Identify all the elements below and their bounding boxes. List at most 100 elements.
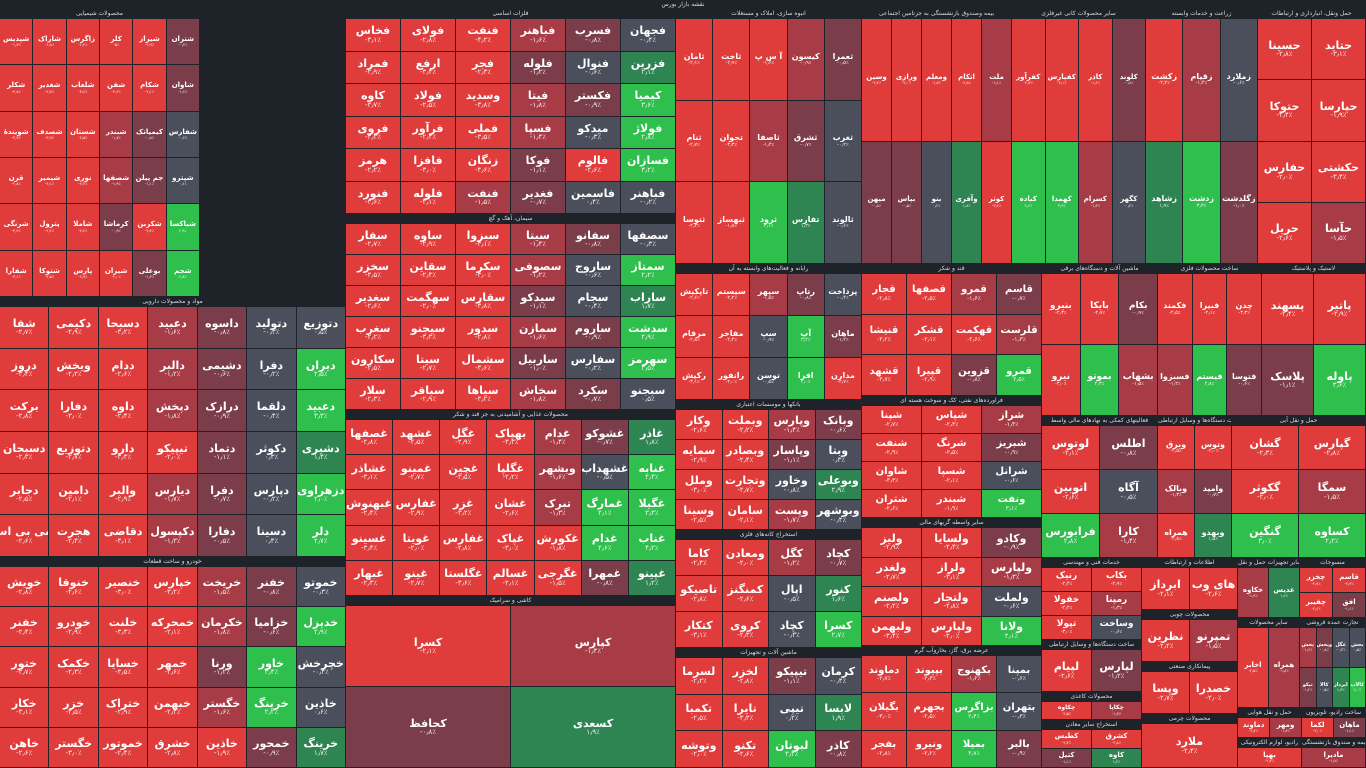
- stock-tile[interactable]: فرابورس ۲٫۸٪: [1042, 514, 1099, 557]
- stock-tile[interactable]: کسرام -۱٫۳٪: [1079, 141, 1112, 263]
- stock-tile[interactable]: فمراد -۲٫۹٪: [346, 51, 400, 83]
- stock-tile[interactable]: فافزا -۳٫۰٪: [401, 149, 455, 181]
- stock-tile[interactable]: سمگا -۱٫۵٪: [1299, 470, 1365, 513]
- stock-tile[interactable]: شفا -۲٫۷٪: [0, 307, 49, 348]
- stock-tile[interactable]: زقیام -۱٫۴٪: [1183, 19, 1220, 141]
- stock-tile[interactable]: شتران -۲٫۶٪: [862, 490, 921, 517]
- stock-tile[interactable]: کهمدا ۳٫۹٪: [1045, 141, 1078, 263]
- stock-tile[interactable]: ویخش -۲٫۲٪: [49, 348, 98, 390]
- stock-tile[interactable]: شفارس -۰٫۲٪: [166, 111, 199, 157]
- stock-tile[interactable]: توسن -۰٫۵٪: [750, 358, 787, 399]
- stock-tile[interactable]: قهکمت -۲٫۶٪: [952, 314, 996, 355]
- stock-tile[interactable]: کرماشا -۰٫۹٪: [99, 204, 133, 250]
- stock-tile[interactable]: سی بی اس-۲٫۶٪: [0, 515, 49, 556]
- stock-tile[interactable]: بپاس -۰٫۵٪: [892, 141, 921, 263]
- stock-tile[interactable]: ومعادن -۲٫۰٪: [722, 540, 768, 575]
- stock-tile[interactable]: وبشهر -۱٫۶٪: [534, 455, 581, 490]
- stock-tile[interactable]: وکادو -۰٫۹٪: [982, 528, 1041, 557]
- stock-tile[interactable]: غصفها -۲٫۸٪: [346, 420, 393, 455]
- stock-tile[interactable]: اپال -۰٫۵٪: [769, 576, 815, 611]
- stock-tile[interactable]: خاذین ۰٫۶٪: [296, 687, 345, 727]
- stock-tile[interactable]: ساراب ۱٫۷٪: [621, 286, 675, 316]
- stock-tile[interactable]: بگیلان -۳٫۰٪: [862, 693, 906, 730]
- stock-tile[interactable]: شبندر -۱٫۷٪: [99, 111, 133, 157]
- stock-tile[interactable]: ولیز -۲٫۹٪: [862, 528, 921, 557]
- stock-tile[interactable]: شاراک -۱٫۸٪: [33, 19, 66, 65]
- stock-tile[interactable]: ولتجار -۲٫۸٪: [922, 587, 981, 616]
- stock-tile[interactable]: تاصیکو -۲٫۸٪: [676, 576, 722, 611]
- stock-tile[interactable]: سخزر -۳٫۵٪: [346, 255, 400, 285]
- stock-tile[interactable]: بوعلی -۱٫۳٪: [133, 250, 166, 296]
- stock-tile[interactable]: همراه -۱٫۸٪: [1269, 628, 1299, 707]
- stock-tile[interactable]: دسبحا -۳٫۲٪: [98, 307, 148, 348]
- stock-tile[interactable]: تمپرنو -۱٫۵٪: [1190, 620, 1237, 661]
- stock-tile[interactable]: غمارگ ۲٫۱٪: [581, 490, 628, 525]
- stock-tile[interactable]: های وب -۲٫۶٪: [1190, 568, 1237, 609]
- stock-tile[interactable]: فلوله -۱٫۲٪: [511, 51, 565, 83]
- stock-tile[interactable]: فخاس -۳٫۱٪: [346, 19, 400, 51]
- stock-tile[interactable]: دکیمی -۲٫۹٪: [49, 307, 98, 348]
- stock-tile[interactable]: خویش -۲٫۸٪: [0, 567, 49, 607]
- stock-tile[interactable]: شیراز -۲٫۹٪: [133, 19, 166, 65]
- stock-tile[interactable]: دیارس -۱٫۷٪: [148, 473, 197, 515]
- stock-tile[interactable]: خزر -۲٫۵٪: [49, 687, 98, 727]
- stock-tile[interactable]: کفپارس -۲٫۱٪: [1045, 19, 1078, 141]
- stock-tile[interactable]: تیپیکو -۲٫۰٪: [148, 432, 197, 473]
- stock-tile[interactable]: لسرما -۲٫۲٪: [676, 658, 722, 694]
- stock-tile[interactable]: مادیرا -۱٫۸٪: [1302, 748, 1365, 767]
- stock-tile[interactable]: بکهنوج -۱٫۲٪: [952, 656, 996, 693]
- stock-tile[interactable]: نوری -۲٫۳٪: [66, 157, 99, 204]
- stock-tile[interactable]: وکار -۲٫۶٪: [676, 410, 722, 439]
- stock-tile[interactable]: دماوند -۲٫۷٪: [862, 656, 906, 693]
- stock-tile[interactable]: کباده ۲٫۶٪: [1012, 141, 1045, 263]
- stock-tile[interactable]: غناب ۴٫۲٪: [628, 525, 675, 560]
- stock-tile[interactable]: دلر ۲٫۷٪: [296, 515, 345, 556]
- stock-tile[interactable]: ثتوسا -۲٫۳٪: [676, 182, 713, 263]
- stock-tile[interactable]: شصفها -۱٫۹٪: [99, 157, 133, 204]
- stock-tile[interactable]: بزاگرس ۲٫۴٪: [952, 693, 996, 730]
- stock-tile[interactable]: وبوشهر -۰٫۴٪: [815, 500, 861, 529]
- stock-tile[interactable]: زنگان -۴٫۶٪: [456, 149, 510, 181]
- stock-tile[interactable]: وبصادر -۲٫۴٪: [722, 440, 768, 469]
- stock-tile[interactable]: وساخت -۰٫۶٪: [1092, 616, 1141, 639]
- stock-tile[interactable]: ثاخت -۲٫۹٪: [713, 19, 750, 100]
- stock-tile[interactable]: افرا ۴٫۰٪: [787, 358, 824, 399]
- stock-tile[interactable]: سیستم -۲٫۲٪: [713, 274, 750, 315]
- stock-tile[interactable]: غاذر ۱٫۸٪: [628, 420, 675, 455]
- stock-tile[interactable]: آگاه -۰٫۵٪: [1100, 470, 1157, 513]
- stock-tile[interactable]: قپیرا -۲٫۹٪: [907, 355, 951, 395]
- stock-tile[interactable]: پسهند -۲٫۴٪: [1262, 274, 1313, 344]
- stock-tile[interactable]: پلاسک -۱٫۱٪: [1262, 345, 1313, 415]
- stock-tile[interactable]: شتوکا -۴٫۵٪: [33, 250, 66, 296]
- stock-tile[interactable]: قنیشا -۳٫۲٪: [862, 314, 906, 355]
- stock-tile[interactable]: فروی -۳٫۲٪: [346, 116, 400, 148]
- stock-tile[interactable]: گپارس -۲٫۸٪: [1299, 426, 1365, 469]
- stock-tile[interactable]: وبرق -۲٫۵٪: [1158, 426, 1194, 469]
- stock-tile[interactable]: بنو ۰٫۲٪: [922, 141, 951, 263]
- stock-tile[interactable]: فسبزوا -۱٫۲٪: [1158, 345, 1192, 415]
- stock-tile[interactable]: فولاد -۲٫۵٪: [401, 84, 455, 116]
- stock-tile[interactable]: سجام -۰٫۴٪: [566, 286, 620, 316]
- stock-tile[interactable]: خکاوه -۱٫۹٪: [1238, 568, 1268, 617]
- stock-tile[interactable]: فملی -۳٫۵٪: [456, 116, 510, 148]
- stock-tile[interactable]: وسینا -۲٫۵٪: [676, 500, 722, 529]
- stock-tile[interactable]: کنور ۱٫۶٪: [815, 576, 861, 611]
- stock-tile[interactable]: دقاضی -۳٫۱٪: [98, 515, 148, 556]
- stock-tile[interactable]: قصفها -۲٫۵٪: [907, 274, 951, 314]
- stock-tile[interactable]: غگیلا ۳٫۳٪: [628, 490, 675, 525]
- stock-tile[interactable]: سخاش -۱٫۸٪: [511, 379, 565, 409]
- stock-tile[interactable]: غفارس -۲٫۸٪: [440, 525, 487, 560]
- stock-tile[interactable]: غزر -۳٫۲٪: [440, 490, 487, 525]
- stock-tile[interactable]: اطلس -۰٫۸٪: [1100, 426, 1157, 469]
- stock-tile[interactable]: ومعلم -۱٫۷٪: [922, 19, 951, 141]
- stock-tile[interactable]: خصدرا -۲٫۰٪: [1190, 672, 1237, 713]
- stock-tile[interactable]: سکرما -۳٫۰٪: [456, 255, 510, 285]
- stock-tile[interactable]: ددام -۲٫۶٪: [98, 348, 148, 390]
- stock-tile[interactable]: حآسا -۱٫۵٪: [1312, 202, 1365, 263]
- stock-tile[interactable]: خموتور -۲٫۴٪: [98, 727, 148, 767]
- stock-tile[interactable]: ماهان -۱٫۱٪: [1334, 718, 1365, 737]
- stock-tile[interactable]: سدشت ۲٫۹٪: [621, 317, 675, 347]
- stock-tile[interactable]: زگلدشت -۱٫۰٪: [1220, 141, 1257, 263]
- stock-tile[interactable]: ثرود ۳٫۱٪: [750, 182, 787, 263]
- stock-tile[interactable]: کارا -۱٫۴٪: [1100, 514, 1157, 557]
